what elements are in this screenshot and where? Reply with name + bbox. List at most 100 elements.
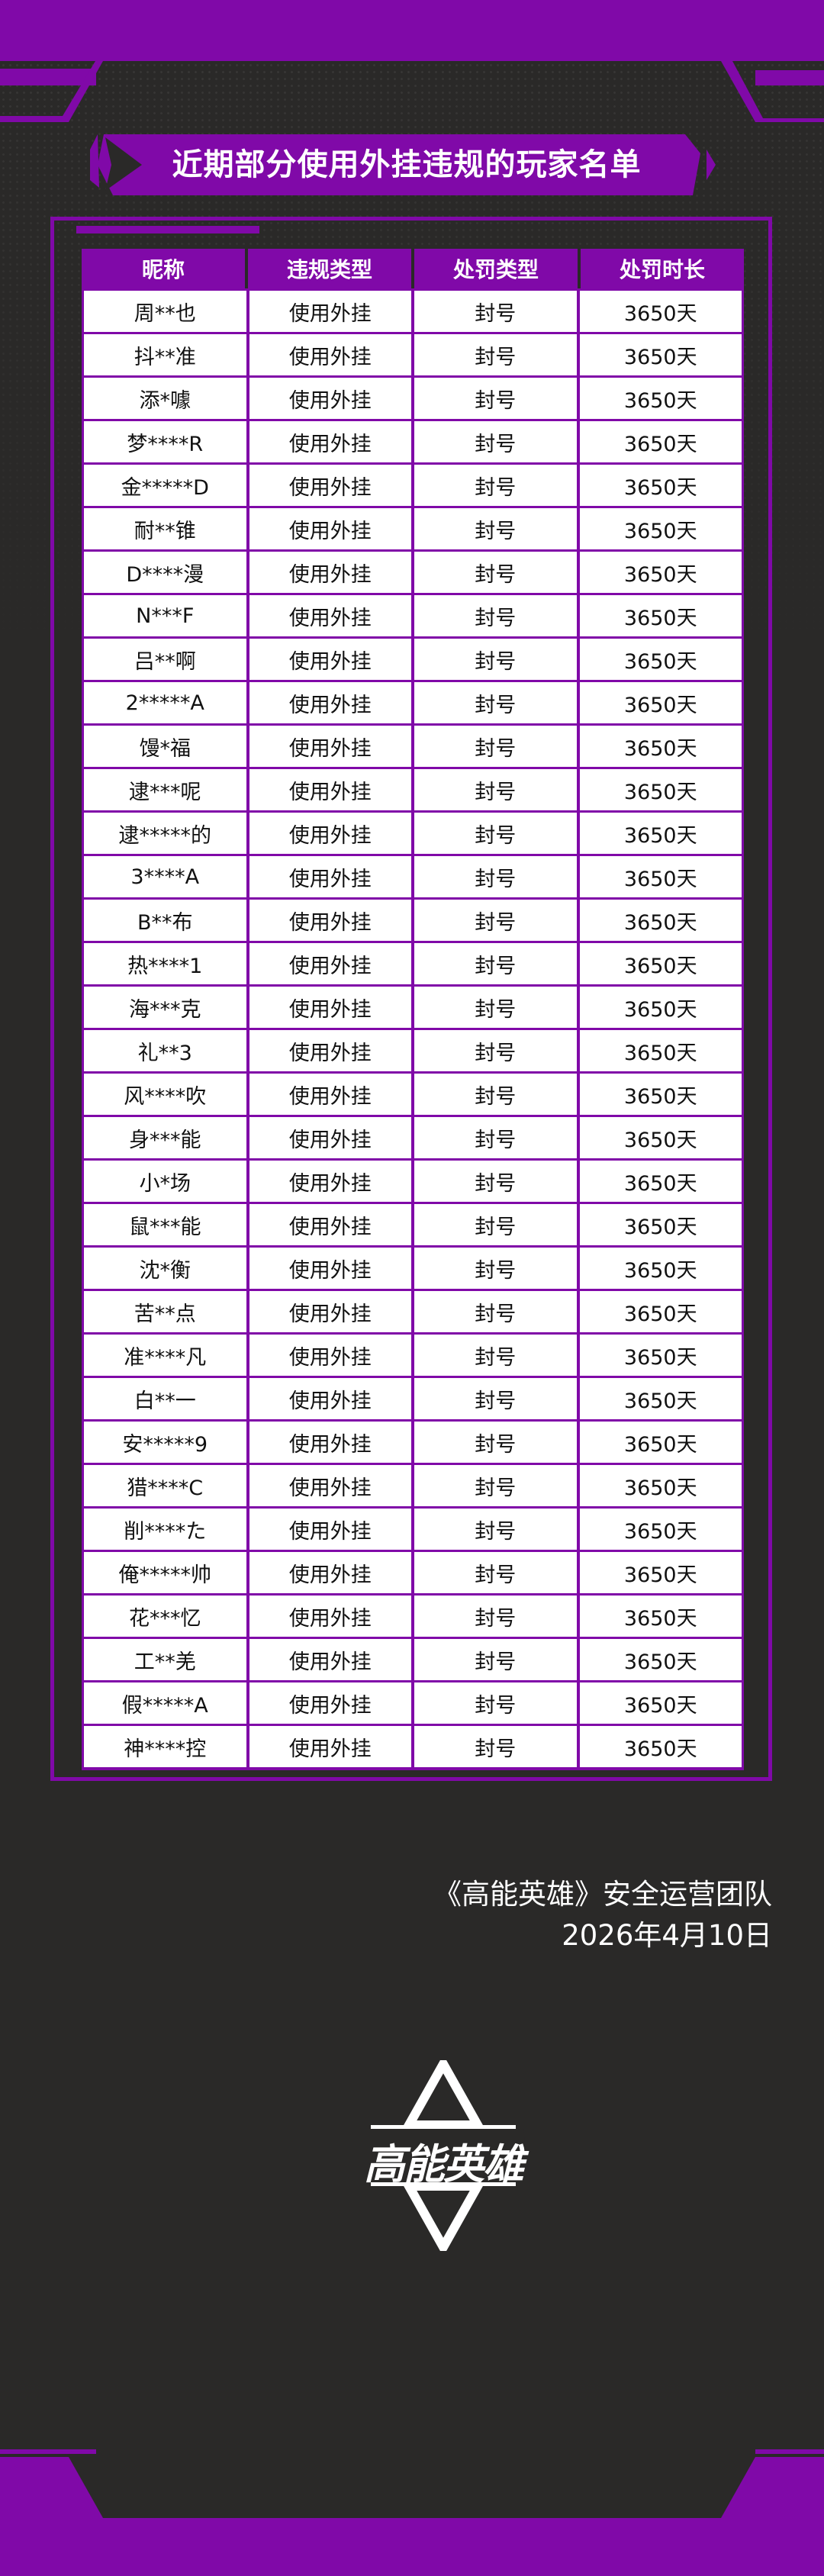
table-frame (50, 217, 772, 1781)
cell-penalty-type: 封号 (414, 987, 577, 1028)
table-row: 逮***呢 使用外挂 封号 3650天 (82, 767, 744, 810)
cell-violation-type: 使用外挂 (249, 1465, 411, 1506)
cell-nickname: 工**羌 (84, 1639, 246, 1680)
cell-nickname: 小*场 (84, 1161, 246, 1202)
title-banner: 近期部分使用外挂违规的玩家名单 (90, 134, 723, 195)
cell-nickname: 海***克 (84, 987, 246, 1028)
table-row: B**布 使用外挂 封号 3650天 (82, 897, 744, 941)
table-row: 热****1 使用外挂 封号 3650天 (82, 941, 744, 984)
cell-penalty-duration: 3650天 (579, 334, 742, 375)
header-violation-type: 违规类型 (248, 249, 414, 288)
cell-violation-type: 使用外挂 (249, 421, 411, 462)
table-row: 工**羌 使用外挂 封号 3650天 (82, 1637, 744, 1680)
cell-penalty-duration: 3650天 (579, 1509, 742, 1550)
cell-nickname: 吕**啊 (84, 639, 246, 680)
cell-violation-type: 使用外挂 (249, 1030, 411, 1071)
top-band (0, 0, 824, 53)
game-logo: 高能英雄 (348, 2054, 539, 2257)
cell-nickname: 逮*****的 (84, 813, 246, 854)
table-row: 礼**3 使用外挂 封号 3650天 (82, 1028, 744, 1071)
cell-penalty-duration: 3650天 (579, 291, 742, 332)
cell-nickname: 准****凡 (84, 1335, 246, 1376)
table-row: 逮*****的 使用外挂 封号 3650天 (82, 810, 744, 854)
table-row: D****漫 使用外挂 封号 3650天 (82, 549, 744, 593)
cell-penalty-duration: 3650天 (579, 552, 742, 593)
cell-penalty-duration: 3650天 (579, 465, 742, 506)
table-row: 白**一 使用外挂 封号 3650天 (82, 1376, 744, 1419)
cell-nickname: N***F (84, 595, 246, 636)
cell-nickname: 添*噱 (84, 378, 246, 419)
cell-penalty-type: 封号 (414, 334, 577, 375)
cell-penalty-type: 封号 (414, 1682, 577, 1724)
cell-penalty-type: 封号 (414, 682, 577, 723)
cell-nickname: 3****A (84, 856, 246, 897)
cell-nickname: 2*****A (84, 682, 246, 723)
cell-penalty-type: 封号 (414, 1596, 577, 1637)
banner-shape (90, 134, 716, 195)
table-row: 小*场 使用外挂 封号 3650天 (82, 1158, 744, 1202)
cell-penalty-type: 封号 (414, 1117, 577, 1158)
cell-nickname: 礼**3 (84, 1030, 246, 1071)
cell-penalty-type: 封号 (414, 1291, 577, 1332)
table-row: 准****凡 使用外挂 封号 3650天 (82, 1332, 744, 1376)
frame-accent (76, 226, 259, 233)
cell-violation-type: 使用外挂 (249, 856, 411, 897)
cell-penalty-duration: 3650天 (579, 943, 742, 984)
cell-violation-type: 使用外挂 (249, 813, 411, 854)
cell-nickname: 抖**准 (84, 334, 246, 375)
table-row: 安*****9 使用外挂 封号 3650天 (82, 1419, 744, 1463)
cell-penalty-duration: 3650天 (579, 987, 742, 1028)
cell-penalty-type: 封号 (414, 595, 577, 636)
cell-penalty-type: 封号 (414, 378, 577, 419)
cell-nickname: 神****控 (84, 1726, 246, 1767)
cell-violation-type: 使用外挂 (249, 1682, 411, 1724)
cell-violation-type: 使用外挂 (249, 1378, 411, 1419)
cell-penalty-duration: 3650天 (579, 856, 742, 897)
cell-violation-type: 使用外挂 (249, 1639, 411, 1680)
table-row: 金*****D 使用外挂 封号 3650天 (82, 462, 744, 506)
cell-violation-type: 使用外挂 (249, 1117, 411, 1158)
cell-violation-type: 使用外挂 (249, 334, 411, 375)
cell-nickname: 苦**点 (84, 1291, 246, 1332)
cell-nickname: 风****吹 (84, 1074, 246, 1115)
cell-penalty-type: 封号 (414, 1074, 577, 1115)
table-row: 吕**啊 使用外挂 封号 3650天 (82, 636, 744, 680)
cell-violation-type: 使用外挂 (249, 769, 411, 810)
footer-team: 《高能英雄》安全运营团队 (433, 1878, 772, 1911)
cell-violation-type: 使用外挂 (249, 1422, 411, 1463)
logo-text: 高能英雄 (364, 2140, 524, 2188)
cell-violation-type: 使用外挂 (249, 1291, 411, 1332)
cell-nickname: 周**也 (84, 291, 246, 332)
cell-penalty-duration: 3650天 (579, 1726, 742, 1767)
cell-penalty-duration: 3650天 (579, 421, 742, 462)
cell-penalty-type: 封号 (414, 1422, 577, 1463)
cell-violation-type: 使用外挂 (249, 1335, 411, 1376)
cell-penalty-type: 封号 (414, 813, 577, 854)
cell-penalty-duration: 3650天 (579, 1117, 742, 1158)
cell-violation-type: 使用外挂 (249, 639, 411, 680)
table-row: 身***能 使用外挂 封号 3650天 (82, 1115, 744, 1158)
cell-penalty-type: 封号 (414, 900, 577, 941)
top-right-tab (755, 70, 824, 85)
cell-violation-type: 使用外挂 (249, 595, 411, 636)
table-row: N***F 使用外挂 封号 3650天 (82, 593, 744, 636)
cell-penalty-type: 封号 (414, 726, 577, 767)
cell-penalty-duration: 3650天 (579, 1204, 742, 1245)
top-left-tab (0, 69, 96, 85)
cell-penalty-type: 封号 (414, 1204, 577, 1245)
footer-date: 2026年4月10日 (562, 1919, 772, 1952)
table-row: 3****A 使用外挂 封号 3650天 (82, 854, 744, 897)
cell-penalty-duration: 3650天 (579, 1682, 742, 1724)
cell-penalty-duration: 3650天 (579, 508, 742, 549)
table-row: 猎****C 使用外挂 封号 3650天 (82, 1463, 744, 1506)
cell-penalty-type: 封号 (414, 1465, 577, 1506)
game-logo-star-icon (363, 2054, 529, 2257)
cell-nickname: B**布 (84, 900, 246, 941)
cell-penalty-duration: 3650天 (579, 378, 742, 419)
cell-penalty-type: 封号 (414, 769, 577, 810)
cell-nickname: 馒*福 (84, 726, 246, 767)
cell-penalty-type: 封号 (414, 639, 577, 680)
cell-nickname: 耐**锥 (84, 508, 246, 549)
cell-penalty-type: 封号 (414, 552, 577, 593)
cell-nickname: D****漫 (84, 552, 246, 593)
